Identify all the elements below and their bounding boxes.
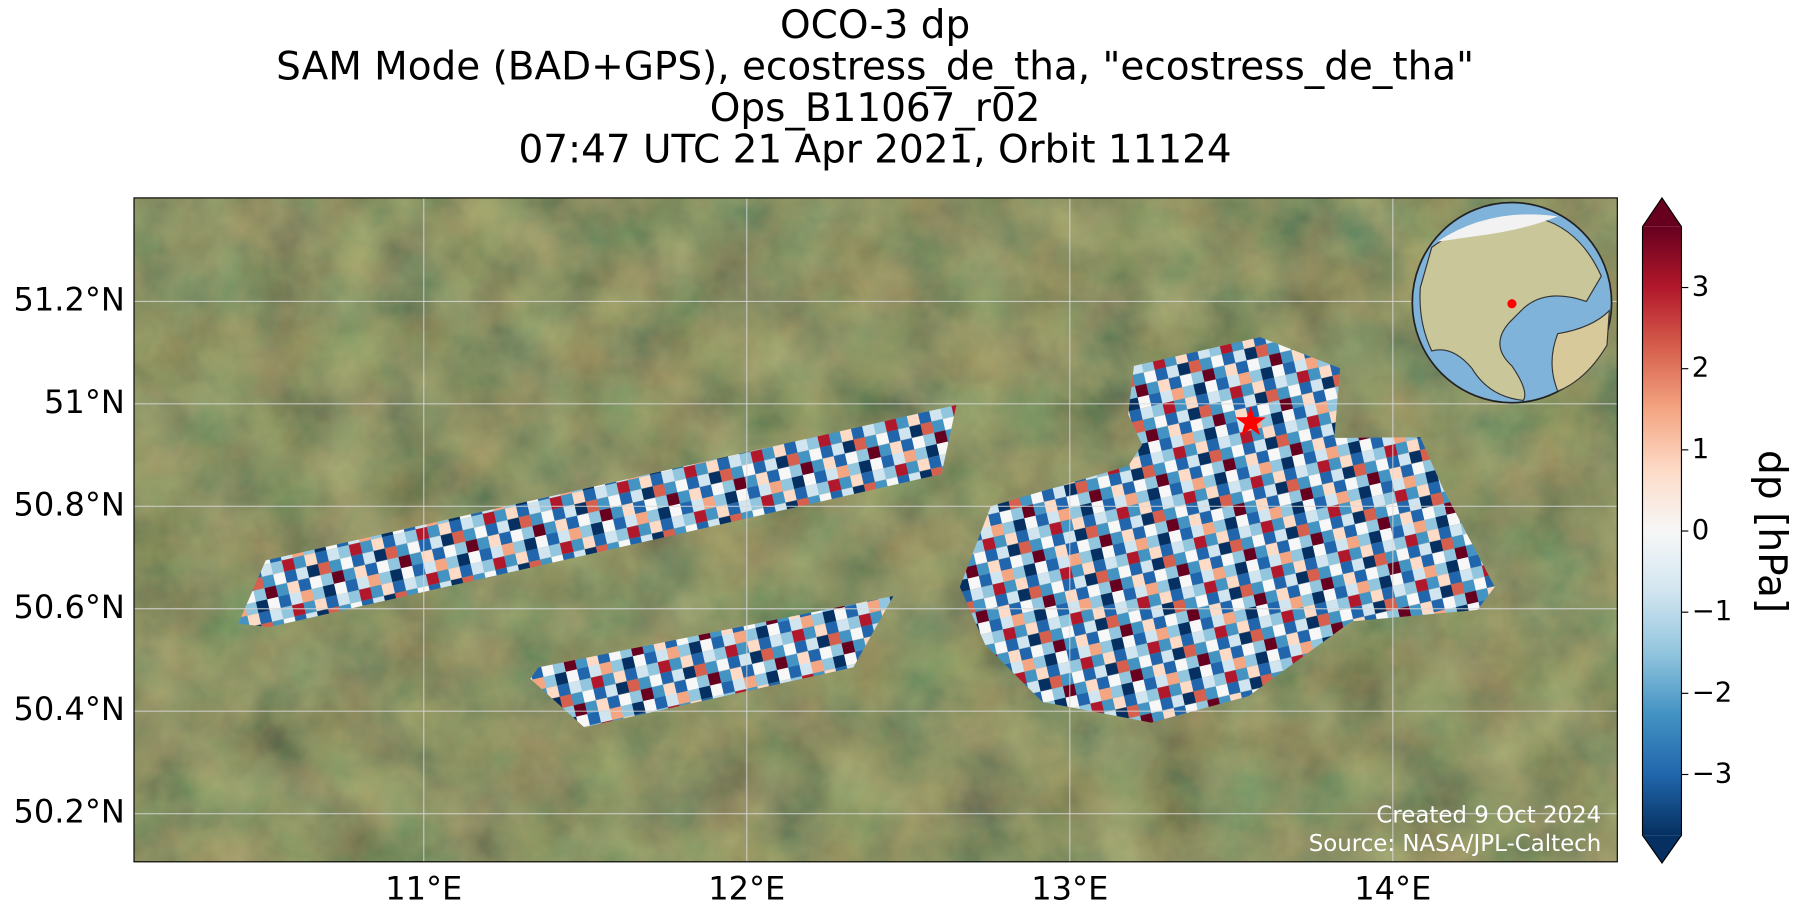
swath — [1128, 337, 1341, 478]
y-tick-label: 50.4°N — [13, 690, 124, 728]
map-frame — [133, 197, 1618, 863]
colorbar-tick-label: −1 — [1692, 595, 1733, 627]
annotation: Source: NASA/JPL-Caltech — [1309, 831, 1602, 857]
x-tick-label: 13°E — [1031, 870, 1108, 908]
title-line: 07:47 UTC 21 Apr 2021, Orbit 11124 — [519, 127, 1232, 172]
globe-target — [1507, 299, 1517, 309]
colorbar-extend-top — [1642, 197, 1682, 227]
y-tick-label: 50.6°N — [13, 588, 124, 626]
target-marker — [1235, 406, 1266, 436]
annotation: Created 9 Oct 2024 — [1376, 802, 1601, 828]
colorbar-tick-label: 0 — [1692, 514, 1709, 546]
y-tick-label: 50.2°N — [13, 793, 124, 831]
colorbar — [1642, 226, 1682, 836]
y-tick-label: 51°N — [44, 383, 125, 421]
x-tick-label: 14°E — [1354, 870, 1431, 908]
colorbar-tick-label: 2 — [1692, 352, 1709, 384]
colorbar-extend-bottom — [1642, 835, 1682, 863]
x-tick-label: 11°E — [385, 870, 462, 908]
x-tick-label: 12°E — [708, 870, 785, 908]
map-background — [134, 197, 1618, 862]
colorbar-outline — [1641, 196, 1683, 864]
y-tick-label: 50.8°N — [13, 485, 124, 523]
colorbar-tick-label: 1 — [1692, 433, 1709, 465]
swath — [959, 437, 1495, 723]
grid — [134, 197, 1618, 862]
y-tick-label: 51.2°N — [13, 280, 124, 318]
title-line: Ops_B11067_r02 — [710, 86, 1041, 131]
colorbar-tick-label: 3 — [1692, 271, 1709, 303]
colorbar-tick-label: −2 — [1692, 676, 1733, 708]
swath — [530, 596, 894, 728]
colorbar-tick-label: −3 — [1692, 757, 1733, 789]
title-line: OCO-3 dp — [780, 3, 970, 48]
title-line: SAM Mode (BAD+GPS), ecostress_de_tha, "e… — [276, 44, 1474, 89]
colorbar-label: dp [hPa] — [1749, 450, 1794, 613]
swath — [238, 405, 957, 628]
